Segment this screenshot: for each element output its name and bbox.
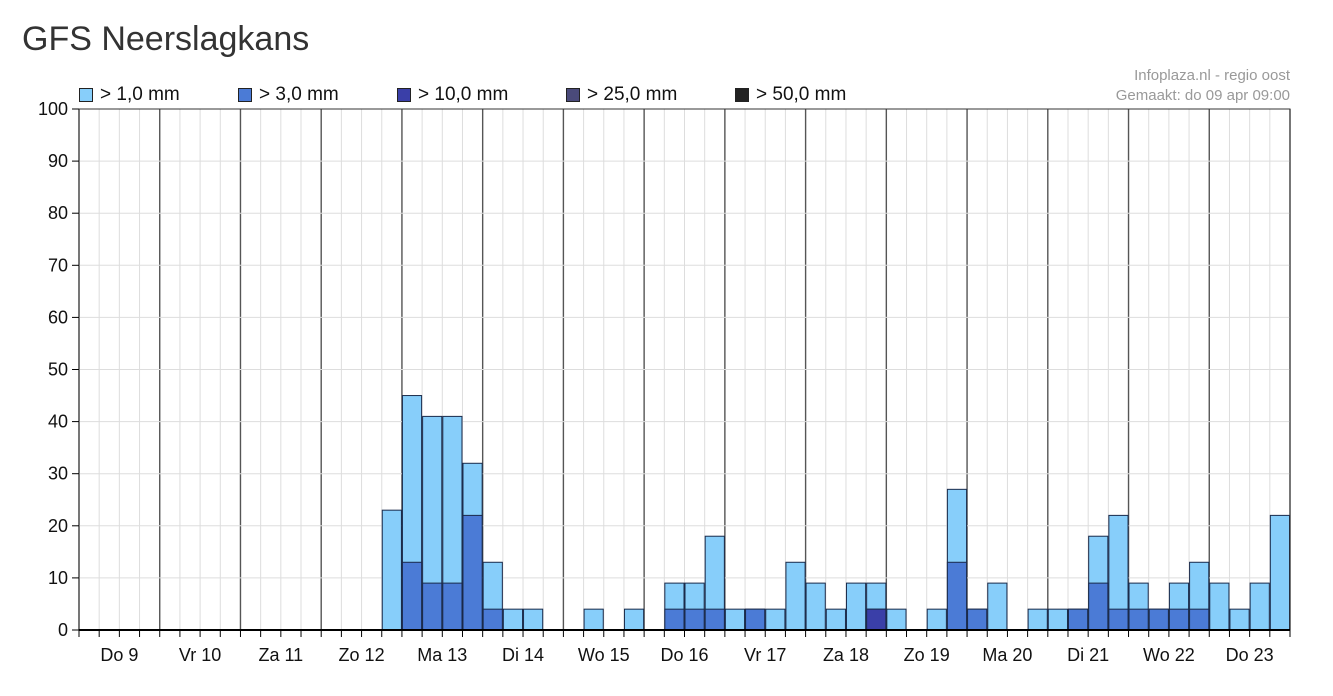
bar-31-series-1 <box>704 608 725 631</box>
y-tick-label-90: 90 <box>48 151 68 171</box>
bar-33-series-1 <box>745 608 766 631</box>
bar-55-series-1 <box>1189 608 1210 631</box>
bar-39-series-2 <box>866 608 887 631</box>
legend-label-3mm: > 3,0 mm <box>259 84 339 105</box>
bar-53-series-1 <box>1148 608 1169 631</box>
credit-source: Infoplaza.nl - regio oost <box>1134 67 1290 84</box>
x-day-label-7: Do 16 <box>660 645 708 665</box>
credit-made: Gemaakt: do 09 apr 09:00 <box>1115 87 1290 104</box>
x-day-label-4: Ma 13 <box>417 645 467 665</box>
legend-item-25mm: > 25,0 mm <box>566 84 677 106</box>
bar-45-series-0 <box>987 582 1008 631</box>
bar-36-series-0 <box>805 582 826 631</box>
legend-swatch-50mm <box>735 88 749 102</box>
bar-38-series-0 <box>845 582 867 631</box>
legend-item-3mm: > 3,0 mm <box>238 84 339 106</box>
legend-item-50mm: > 50,0 mm <box>735 84 846 106</box>
x-day-label-11: Ma 20 <box>982 645 1032 665</box>
legend-label-1mm: > 1,0 mm <box>100 84 180 105</box>
page-title: GFS Neerslagkans <box>22 20 310 58</box>
y-tick-label-80: 80 <box>48 203 68 223</box>
bar-40-series-0 <box>886 608 907 631</box>
legend-swatch-3mm <box>238 88 252 102</box>
x-day-label-1: Vr 10 <box>179 645 221 665</box>
y-tick-label-30: 30 <box>48 464 68 484</box>
bar-47-series-0 <box>1027 608 1048 631</box>
bar-20-series-1 <box>482 608 503 631</box>
x-day-label-5: Di 14 <box>502 645 544 665</box>
y-tick-label-100: 100 <box>38 99 68 119</box>
bar-44-series-1 <box>967 608 988 631</box>
bar-52-series-1 <box>1128 608 1149 631</box>
x-day-label-13: Wo 22 <box>1143 645 1195 665</box>
x-day-label-2: Za 11 <box>258 645 303 665</box>
bar-32-series-0 <box>724 608 746 631</box>
bar-17-series-1 <box>422 582 443 631</box>
y-tick-label-70: 70 <box>48 255 68 275</box>
bar-48-series-0 <box>1047 608 1068 631</box>
x-day-label-0: Do 9 <box>100 645 138 665</box>
legend-label-10mm: > 10,0 mm <box>418 84 509 105</box>
bar-16-series-1 <box>401 561 423 631</box>
legend-swatch-25mm <box>566 88 580 102</box>
bar-21-series-0 <box>502 608 524 631</box>
bar-54-series-1 <box>1168 608 1190 631</box>
y-tick-label-20: 20 <box>48 516 68 536</box>
x-day-label-10: Zo 19 <box>904 645 950 665</box>
bar-57-series-0 <box>1229 608 1250 631</box>
bar-30-series-1 <box>684 608 705 631</box>
x-day-label-14: Do 23 <box>1226 645 1274 665</box>
bar-29-series-1 <box>664 608 685 631</box>
legend-label-25mm: > 25,0 mm <box>587 84 678 105</box>
bar-50-series-1 <box>1088 582 1109 631</box>
x-day-label-9: Za 18 <box>823 645 869 665</box>
bar-59-series-0 <box>1269 514 1290 631</box>
bar-51-series-1 <box>1108 608 1129 631</box>
bar-43-series-1 <box>946 561 968 631</box>
bar-56-series-0 <box>1209 582 1230 631</box>
bar-35-series-0 <box>785 561 806 631</box>
bar-19-series-1 <box>462 514 483 631</box>
bar-58-series-0 <box>1249 582 1270 631</box>
y-tick-label-40: 40 <box>48 412 68 432</box>
bar-15-series-0 <box>381 509 402 631</box>
x-day-label-3: Zo 12 <box>339 645 385 665</box>
bar-34-series-0 <box>765 608 786 631</box>
x-day-label-12: Di 21 <box>1067 645 1109 665</box>
x-day-label-8: Vr 17 <box>744 645 786 665</box>
bar-25-series-0 <box>583 608 604 631</box>
y-tick-label-60: 60 <box>48 307 68 327</box>
bar-49-series-1 <box>1067 608 1089 631</box>
bar-37-series-0 <box>825 608 846 631</box>
legend-item-10mm: > 10,0 mm <box>397 84 508 106</box>
bar-27-series-0 <box>623 608 645 631</box>
x-day-label-6: Wo 15 <box>578 645 630 665</box>
legend-label-50mm: > 50,0 mm <box>756 84 847 105</box>
y-tick-label-50: 50 <box>48 360 68 380</box>
bar-42-series-0 <box>926 608 947 631</box>
legend-swatch-1mm <box>79 88 93 102</box>
legend-item-1mm: > 1,0 mm <box>79 84 180 106</box>
legend-swatch-10mm <box>397 88 411 102</box>
bar-18-series-1 <box>442 582 463 631</box>
bar-22-series-0 <box>523 608 544 631</box>
y-tick-label-10: 10 <box>48 568 68 588</box>
y-tick-label-0: 0 <box>58 620 68 640</box>
